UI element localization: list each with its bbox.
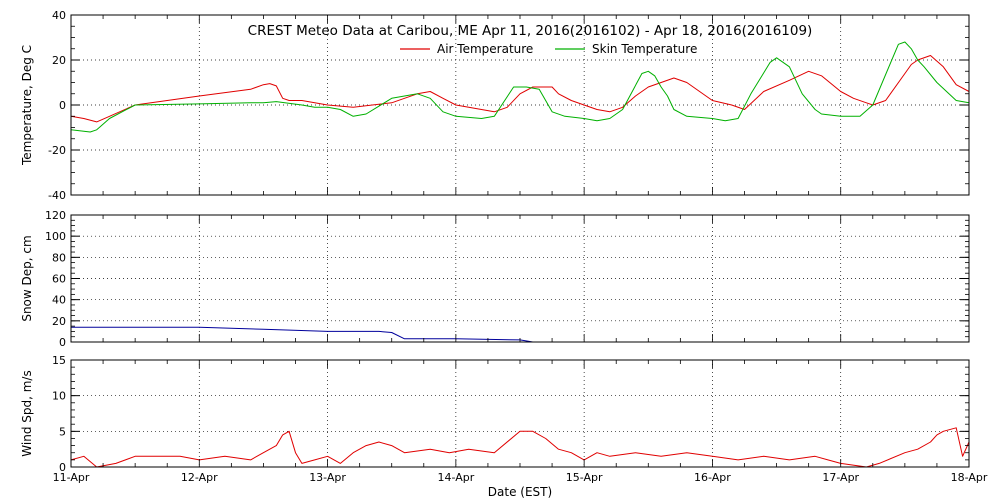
x-tick-label: 16-Apr [694, 471, 731, 484]
snow-depth-y-tick-label: 80 [52, 251, 66, 264]
temperature-series-1-line [70, 41, 970, 133]
x-tick-label: 11-Apr [53, 471, 90, 484]
wind-speed-y-tick-label: 0 [59, 461, 66, 474]
snow-depth-panel: 0 20 40 60 80 100 120 Snow Dep, cm [20, 209, 970, 349]
snow-depth-y-tick-label: 40 [52, 294, 66, 307]
legend-air-label: Air Temperature [437, 42, 533, 56]
x-tick-label: 18-Apr [951, 471, 988, 484]
snow-depth-y-tick-label: 20 [52, 315, 66, 328]
temperature-series-0-line [70, 55, 970, 123]
x-tick-label: 15-Apr [566, 471, 603, 484]
x-tick-label: 12-Apr [181, 471, 218, 484]
temperature-y-tick-label: 20 [52, 54, 66, 67]
temperature-y-tick-label: 40 [52, 9, 66, 22]
snow-depth-y-axis-title: Snow Dep, cm [20, 235, 34, 321]
wind-speed-series-0-line [70, 427, 970, 468]
temperature-y-tick-label: -20 [48, 144, 66, 157]
temperature-panel: -40 -20 0 20 40 Temperature, Deg C [20, 9, 970, 202]
temperature-y-tick-label: 0 [59, 99, 66, 112]
wind-speed-panel: 0 5 10 15 Wind Spd, m/s [20, 354, 970, 474]
x-tick-label: 17-Apr [822, 471, 859, 484]
wind-speed-y-tick-label: 5 [59, 425, 66, 438]
snow-depth-y-tick-label: 120 [45, 209, 66, 222]
wind-speed-y-tick-label: 10 [52, 390, 66, 403]
temperature-y-axis-title: Temperature, Deg C [20, 45, 34, 166]
temperature-y-tick-label: -40 [48, 189, 66, 202]
x-tick-label: 14-Apr [437, 471, 474, 484]
x-axis-title: Date (EST) [488, 485, 552, 499]
x-axis-tick-labels: 11-Apr 12-Apr 13-Apr 14-Apr 15-Apr 16-Apr 17-A… [53, 471, 988, 484]
legend-skin-label: Skin Temperature [592, 42, 697, 56]
snow-depth-y-tick-label: 100 [45, 230, 66, 243]
wind-speed-y-tick-label: 15 [52, 354, 66, 367]
wind-speed-frame [70, 359, 970, 468]
x-tick-label: 13-Apr [309, 471, 346, 484]
legend: Air Temperature Skin Temperature [400, 42, 697, 56]
wind-speed-y-axis-title: Wind Spd, m/s [20, 370, 34, 456]
snow-depth-y-tick-label: 60 [52, 273, 66, 286]
chart-title: CREST Meteo Data at Caribou, ME Apr 11, … [248, 23, 813, 39]
snow-depth-y-tick-label: 0 [59, 336, 66, 349]
